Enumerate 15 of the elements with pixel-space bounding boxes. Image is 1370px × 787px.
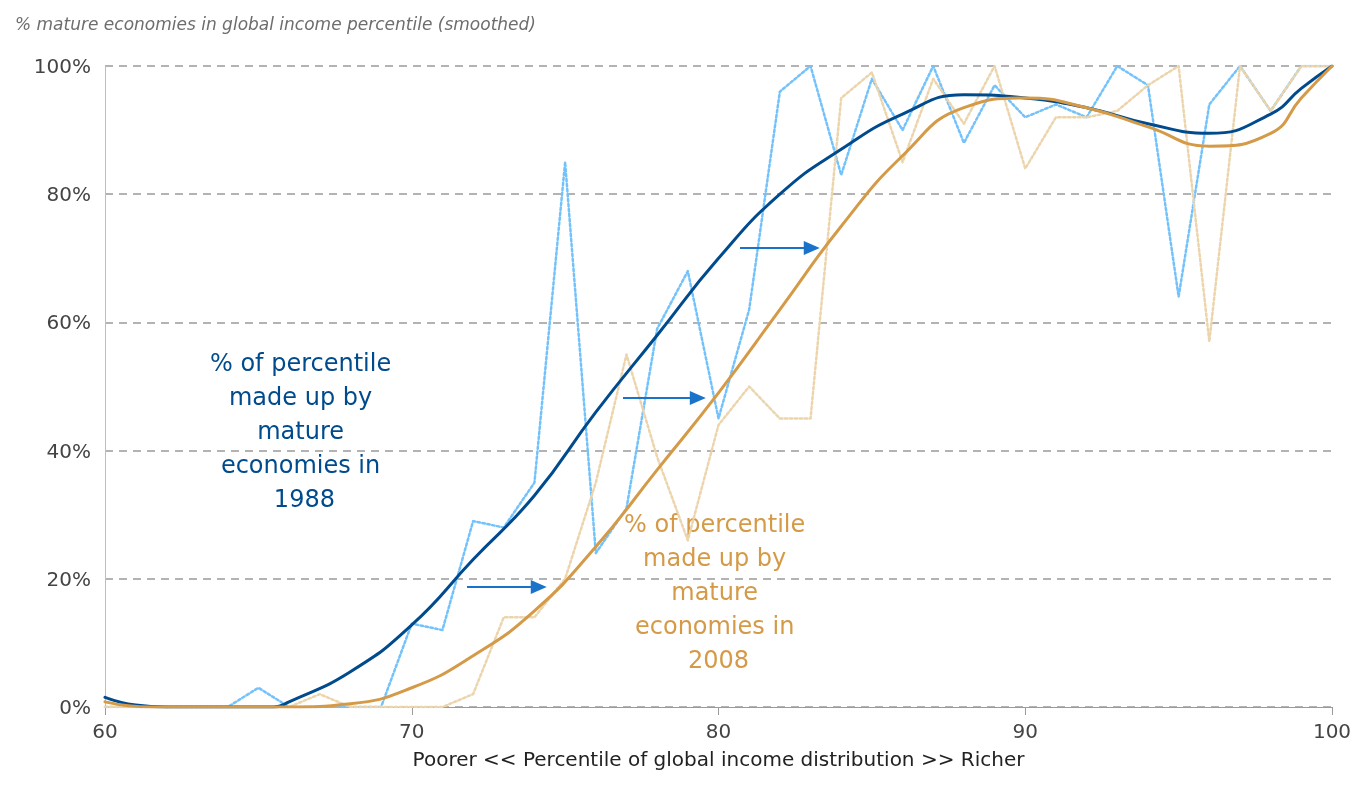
y-tick-label: 0% [59, 695, 91, 719]
text: % of percentile made up by mature economies in 1988 [209, 349, 399, 514]
series-label: % of percentile made up by mature economies in 2008 [624, 509, 813, 674]
x-tick-label: 80 [705, 719, 732, 743]
chart-title: % mature economies in global income percentile (smoothed) [15, 13, 536, 34]
y-tick-label: 40% [46, 438, 91, 463]
x-tick-label: 100 [1312, 719, 1352, 743]
x-axis-title: Poorer << Percentile of global income distribution >> Richer [412, 747, 1026, 771]
y-tick-label: 80% [46, 182, 91, 207]
x-tick-label: 60 [92, 719, 118, 743]
x-tick-label: 90 [1012, 719, 1038, 743]
y-tick-label: 20% [46, 566, 91, 591]
x-tick-label: 70 [399, 719, 425, 743]
y-tick-label: 100% [33, 54, 91, 78]
y-tick-label: 60% [46, 310, 91, 335]
